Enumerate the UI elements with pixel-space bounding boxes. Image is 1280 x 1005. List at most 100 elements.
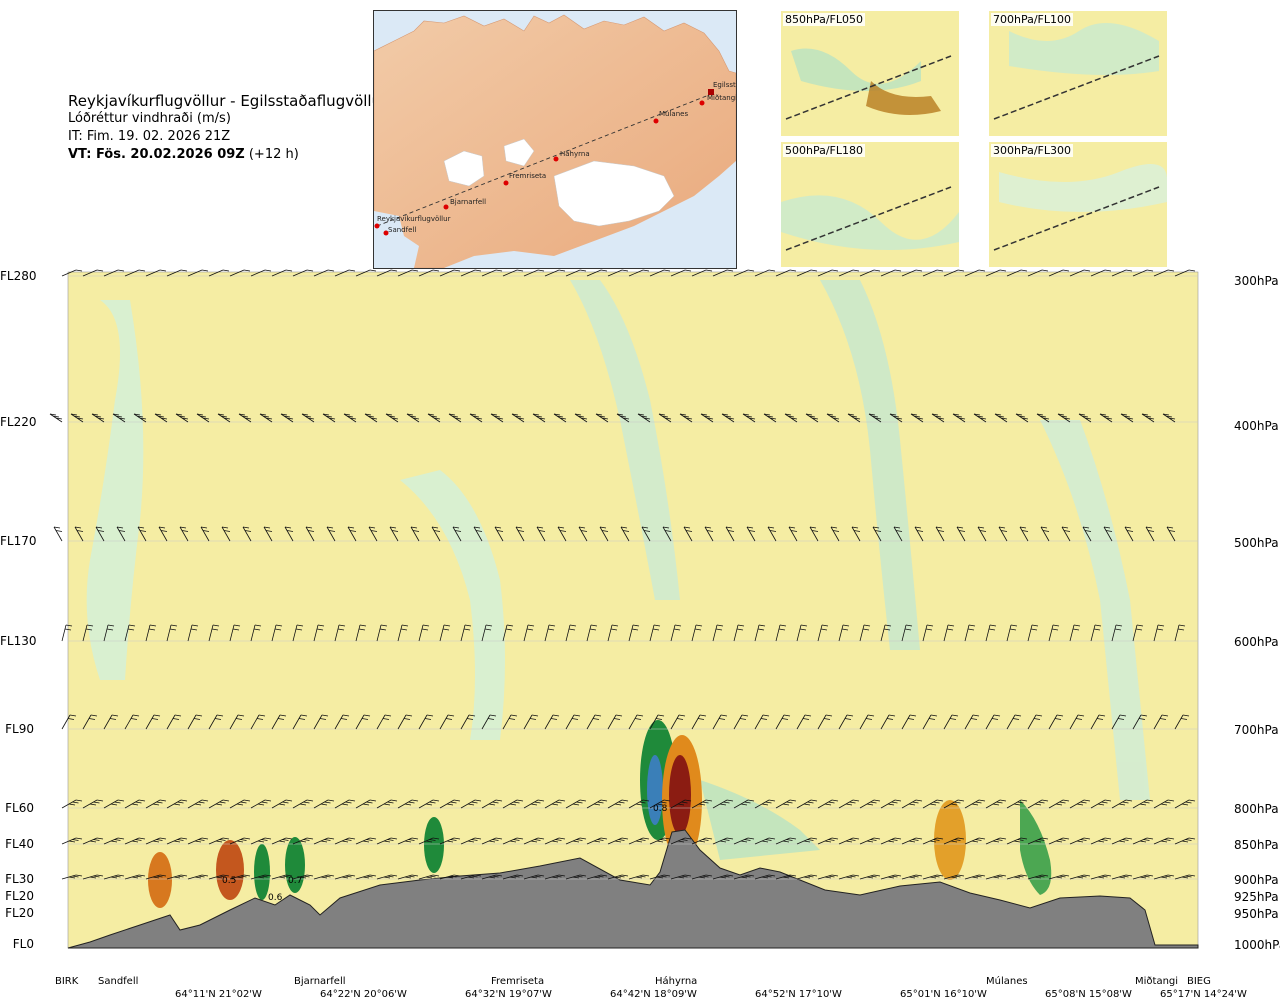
wind-barb-feather xyxy=(719,876,727,879)
wind-barb xyxy=(376,269,392,277)
wind-barb-feather xyxy=(1168,417,1176,420)
wind-barb xyxy=(1069,269,1085,277)
wind-barb-feather xyxy=(467,876,475,879)
wind-barb-feather xyxy=(537,799,545,802)
wind-barb-feather xyxy=(89,876,97,879)
wind-barb-feather xyxy=(265,530,273,532)
wind-barb-feather xyxy=(851,526,859,529)
wind-barb-feather xyxy=(975,839,982,841)
wind-barb-feather xyxy=(1097,803,1105,806)
wind-barb-feather xyxy=(642,837,650,840)
wind-barb-feather xyxy=(180,874,188,877)
wind-barb xyxy=(410,526,420,542)
wind-barb-feather xyxy=(118,417,126,420)
wind-barb-feather xyxy=(299,840,307,843)
wind-barb xyxy=(292,714,302,730)
wind-barb-feather xyxy=(537,269,545,272)
thumbnail-700hpa[interactable]: 700hPa/FL100 xyxy=(989,11,1167,136)
wind-barb-feather xyxy=(593,876,601,879)
wind-barb-feather xyxy=(148,628,156,631)
wind-barb-feather xyxy=(929,840,937,843)
wind-barb-feather xyxy=(643,530,651,532)
wind-barb-feather xyxy=(639,839,646,841)
wind-barb-feather xyxy=(1136,624,1144,627)
wind-barb-feather xyxy=(1126,417,1134,420)
wind-barb-feather xyxy=(383,876,391,879)
wind-barb-feather xyxy=(110,840,118,843)
wind-barb xyxy=(683,526,693,542)
wind-barb-feather xyxy=(999,874,1007,877)
wind-barb-feather xyxy=(370,530,378,532)
wind-barb xyxy=(124,269,140,277)
wind-barb-feather xyxy=(180,837,188,840)
wind-barb xyxy=(61,714,71,730)
wind-barb xyxy=(922,714,932,730)
wind-barb-feather xyxy=(474,874,482,877)
wind-barb-feather xyxy=(1000,417,1008,420)
wind-barb-feather xyxy=(219,801,226,804)
wind-barb-feather xyxy=(808,415,816,418)
wind-barb xyxy=(691,624,697,642)
thumbnail-850hpa[interactable]: 850hPa/FL050 xyxy=(781,11,959,136)
wind-barb-feather xyxy=(237,714,245,717)
wind-barb-feather xyxy=(576,801,583,804)
wind-barb-feather xyxy=(681,875,688,878)
wind-barb-feather xyxy=(1009,628,1017,631)
wind-barb-feather xyxy=(49,413,57,416)
wind-barb-feather xyxy=(109,718,117,720)
wind-barb-feather xyxy=(306,269,314,272)
wind-barb-feather xyxy=(908,840,916,843)
wind-barb xyxy=(124,624,130,642)
wind-barb-feather xyxy=(488,876,496,879)
wind-barb-feather xyxy=(1038,801,1045,804)
wind-barb-feather xyxy=(362,876,370,879)
wind-barb-feather xyxy=(841,628,849,631)
wind-barb-feather xyxy=(264,269,272,272)
wind-barb-feather xyxy=(1054,718,1062,720)
upward-motion-areas xyxy=(86,280,1150,895)
wind-barb-feather xyxy=(1146,799,1154,802)
wind-barb-feather xyxy=(514,415,522,418)
wind-barb-feather xyxy=(516,874,524,877)
wind-barb-feather xyxy=(660,839,667,841)
wind-barb xyxy=(313,269,329,277)
wind-barb-feather xyxy=(472,415,480,418)
wind-barb-feather xyxy=(824,840,832,843)
wind-barb-feather xyxy=(366,875,373,878)
wind-barb-feather xyxy=(346,415,354,418)
green-plume-2 xyxy=(570,280,680,600)
wind-barb xyxy=(1166,526,1176,542)
wind-barb-feather xyxy=(781,718,789,720)
wind-barb-feather xyxy=(254,624,262,627)
wind-barb-feather xyxy=(867,714,875,717)
wind-barb xyxy=(922,269,938,277)
wind-barb-feather xyxy=(807,839,814,841)
wind-barb xyxy=(292,269,308,277)
thumbnail-500hpa[interactable]: 500hPa/FL180 xyxy=(781,142,959,267)
thumb-green-1 xyxy=(791,48,921,91)
wind-barb-feather xyxy=(697,718,705,720)
wind-barb-feather xyxy=(1031,624,1039,627)
wind-barb xyxy=(145,624,151,642)
wind-barb-feather xyxy=(810,799,818,802)
wind-barb-feather xyxy=(829,415,837,418)
wind-barb-feather xyxy=(263,526,271,529)
wind-barb-feather xyxy=(768,874,776,877)
wind-barb-feather xyxy=(510,714,518,717)
wind-barb-feather xyxy=(831,269,839,272)
waypoint-label-1: Sandfell xyxy=(98,976,139,987)
wind-barb-feather xyxy=(538,417,546,420)
wind-barb-feather xyxy=(257,803,265,806)
thumbnail-300hpa[interactable]: 300hPa/FL300 xyxy=(989,142,1167,267)
wind-barb-feather xyxy=(278,803,286,806)
wind-barb-feather xyxy=(1123,415,1131,418)
wind-barb-feather xyxy=(802,718,810,720)
wind-barb-feather xyxy=(979,530,987,532)
wind-barb-feather xyxy=(702,839,709,841)
wind-barb xyxy=(922,624,928,642)
wind-barb-feather xyxy=(221,526,229,529)
wind-barb-feather xyxy=(201,837,209,840)
wind-barb-feather xyxy=(212,624,220,627)
wind-barb-feather xyxy=(534,875,541,878)
wind-barb-feather xyxy=(223,530,231,532)
